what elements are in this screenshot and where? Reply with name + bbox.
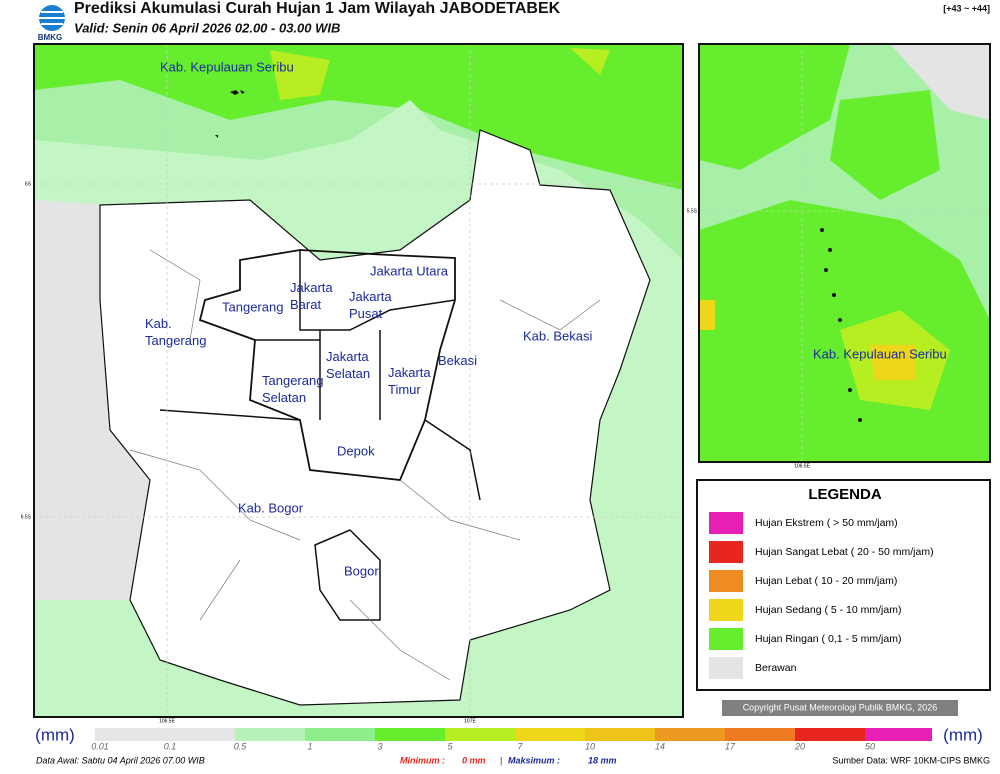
colorbar-tick: 0.1: [164, 741, 177, 751]
code: [+43 ~ +44]: [943, 3, 990, 13]
colorbar-segment: [865, 728, 932, 741]
unit: (mm): [943, 725, 983, 744]
legend-swatch: [709, 628, 743, 650]
region-label: Bekasi: [438, 353, 477, 368]
colorbar-tick: 20: [794, 741, 805, 751]
colorbar-tick: 50: [865, 741, 875, 751]
region-label: Jakarta Barat: [290, 280, 333, 312]
legend-swatch: [709, 657, 743, 679]
colorbar-segment: [795, 728, 865, 741]
region-label: Jakarta Selatan: [326, 349, 370, 381]
colorbar-tick: 7: [517, 741, 523, 751]
min-label: Minimum :: [400, 755, 445, 765]
colorbar-segment: [305, 728, 375, 741]
region-label: Kab. Bekasi: [523, 328, 592, 343]
region-label: Kab. Tangerang: [145, 316, 206, 348]
legend-swatch: [709, 599, 743, 621]
separator: |: [500, 755, 502, 765]
lon-tick: 107E: [464, 718, 476, 724]
inset-label: Kab. Kepulauan Seribu: [813, 346, 947, 361]
legend-label: Hujan Sangat Lebat ( 20 - 50 mm/jam): [755, 546, 934, 558]
region-label: Jakarta Pusat: [349, 289, 392, 321]
lon-tick: 106.5E: [159, 718, 176, 724]
legend-label: Hujan Ringan ( 0,1 - 5 mm/jam): [755, 633, 901, 645]
colorbar-tick: 10: [585, 741, 595, 751]
logo-text: BMKG: [38, 33, 62, 42]
region-label: Tangerang Selatan: [262, 373, 323, 405]
colorbar-segment: [375, 728, 445, 741]
legend-swatch: [709, 570, 743, 592]
colorbar-segment: [515, 728, 585, 741]
legend: LEGENDA Hujan Ekstrem ( > 50 mm/jam) Huja…: [696, 479, 991, 691]
colorbar-tick: 3: [377, 741, 382, 751]
legend-swatch: [709, 512, 743, 534]
legend-label: Hujan Ekstrem ( > 50 mm/jam): [755, 517, 898, 529]
colorbar-tick: 0.01: [91, 741, 109, 751]
colorbar-tick: 14: [655, 741, 665, 751]
region-label: Kab. Kepulauan Seribu: [160, 59, 294, 74]
legend-label: Hujan Sedang ( 5 - 10 mm/jam): [755, 604, 901, 616]
colorbar-segment: [165, 728, 235, 741]
colorbar-tick: 5: [447, 741, 453, 751]
min-value: 0 mm: [462, 755, 486, 765]
lat-tick: 5.5S: [687, 208, 698, 214]
region-label: Kab. Bogor: [238, 500, 304, 515]
copyright: Copyright Pusat Meteorologi Publik BMKG,…: [743, 702, 938, 712]
colorbar: (mm) (mm) 0.01 0.1 0.5 1 3 5 7 10 14 17 20 50: [35, 725, 983, 751]
legend-title: LEGENDA: [808, 486, 882, 503]
colorbar-segment: [445, 728, 515, 741]
colorbar-segment: [585, 728, 655, 741]
max-label: Maksimum :: [508, 755, 560, 765]
colorbar-segment: [655, 728, 725, 741]
lat-tick: 6S: [25, 181, 32, 187]
subtitle: Valid: Senin 06 April 2026 02.00 - 03.00…: [74, 20, 340, 35]
colorbar-segment: [235, 728, 305, 741]
legend-label: Berawan: [755, 662, 797, 674]
lat-tick: 6.5S: [21, 514, 32, 520]
logo: BMKG: [38, 5, 65, 42]
colorbar-tick: 0.5: [234, 741, 248, 751]
region-label: Jakarta Utara: [370, 263, 449, 278]
unit: (mm): [35, 725, 75, 744]
colorbar-segment: [95, 728, 165, 741]
region-label: Bogor: [344, 563, 379, 578]
colorbar-tick: 1: [307, 741, 312, 751]
colorbar-tick: 17: [725, 741, 736, 751]
legend-label: Hujan Lebat ( 10 - 20 mm/jam): [755, 575, 897, 587]
inset-map: Kab. Kepulauan Seribu 5.5S 106.5E: [687, 43, 991, 469]
source: Sumber Data: WRF 10KM-CIPS BMKG: [832, 755, 990, 765]
copyright-box: [722, 700, 958, 716]
max-value: 18 mm: [588, 755, 617, 765]
colorbar-segment: [725, 728, 795, 741]
region-label: Tangerang: [222, 299, 283, 314]
legend-swatch: [709, 541, 743, 563]
data-awal: Data Awal: Sabtu 04 April 2026 07.00 WIB: [36, 755, 205, 765]
lon-tick: 106.5E: [794, 463, 811, 469]
title: Prediksi Akumulasi Curah Hujan 1 Jam Wil…: [74, 0, 561, 17]
region-label: Depok: [337, 443, 375, 458]
region-label: Jakarta Timur: [388, 365, 431, 397]
main-map: [33, 43, 684, 718]
